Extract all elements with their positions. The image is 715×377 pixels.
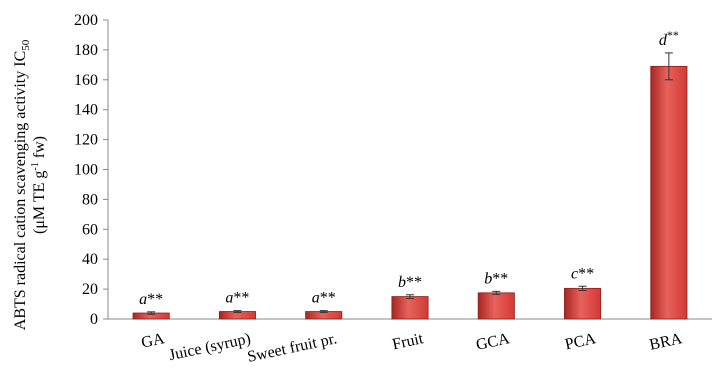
significance-stars: ** [147, 291, 163, 308]
y-axis-unit-a: (μM TE g [31, 171, 48, 234]
bar [650, 65, 688, 320]
category-label: Juice (syrup) [167, 330, 252, 364]
significance-letter: d [659, 32, 668, 49]
significance-letter: b [484, 270, 492, 287]
significance-stars: ** [492, 270, 508, 287]
significance-stars: ** [667, 28, 679, 42]
significance-stars: ** [578, 265, 594, 282]
significance-label: a** [312, 290, 336, 307]
y-axis-title-line-1: ABTS radical cation scavenging activity … [12, 39, 32, 330]
y-axis-unit-b: fw) [31, 136, 48, 162]
y-axis-unit-superscript: -1 [30, 162, 41, 170]
y-axis-title-subscript: 50 [20, 39, 32, 51]
y-tick-label: 20 [82, 281, 98, 298]
y-tick-label: 0 [90, 311, 98, 328]
category-label: PCA [563, 330, 597, 353]
significance-label: b** [398, 274, 422, 291]
significance-stars: ** [320, 290, 336, 307]
y-axis-title-main: ABTS radical cation scavenging activity … [12, 51, 29, 330]
category-label: GCA [475, 330, 512, 354]
significance-stars: ** [406, 274, 422, 291]
y-tick-label: 40 [82, 251, 98, 268]
y-tick-label: 60 [82, 221, 98, 238]
significance-label: b** [484, 270, 508, 287]
y-axis-title-line-2: (μM TE g-1 fw) [30, 136, 48, 234]
significance-label: c** [571, 265, 594, 282]
category-label: Fruit [391, 330, 426, 353]
significance-letter: a [312, 290, 320, 307]
y-tick-label: 80 [82, 191, 98, 208]
category-label: GA [140, 330, 167, 352]
y-tick-label: 100 [74, 162, 98, 179]
y-tick-label: 160 [74, 72, 98, 89]
category-label: Sweet fruit pr. [246, 330, 339, 366]
bar [564, 287, 602, 320]
significance-label: a** [139, 291, 163, 308]
significance-letter: a [225, 290, 233, 307]
significance-label: d** [659, 28, 679, 49]
significance-label: a** [225, 290, 249, 307]
bar [477, 292, 515, 320]
y-tick-label: 200 [74, 12, 98, 29]
category-label: BRA [648, 330, 684, 354]
bars [132, 52, 688, 320]
y-tick-label: 180 [74, 42, 98, 59]
significance-letter: a [139, 291, 147, 308]
significance-letter: c [571, 265, 578, 282]
bar [391, 296, 429, 320]
significance-letter: b [398, 274, 406, 291]
y-tick-label: 120 [74, 132, 98, 149]
y-tick-label: 140 [74, 102, 98, 119]
axes: 0 20 40 60 80 100 120 140 160 180 200 [74, 12, 712, 328]
significance-stars: ** [233, 290, 249, 307]
